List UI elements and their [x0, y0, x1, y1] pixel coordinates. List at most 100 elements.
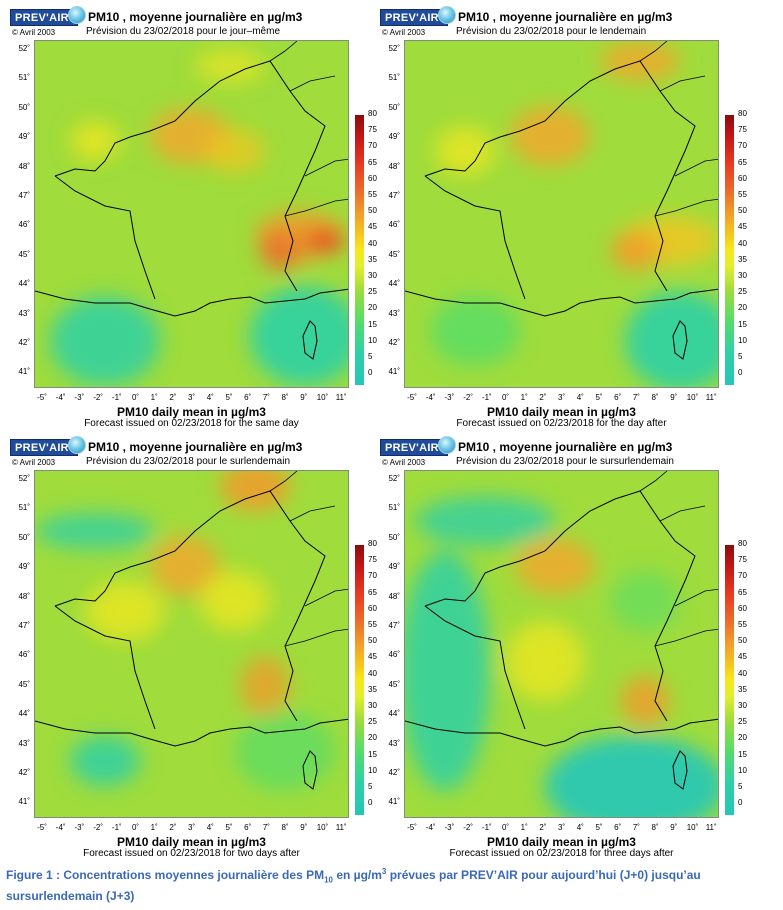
latitude-tick: 46˚: [18, 650, 30, 660]
latitude-tick: 45˚: [388, 679, 400, 689]
copyright-label: © Avril 2003: [12, 28, 56, 37]
colorbar-tick: 10: [368, 765, 377, 775]
longitude-tick: 4˚: [206, 823, 214, 832]
longitude-tick: 0˚: [501, 393, 510, 402]
prevair-logo: PREV'AIR: [380, 436, 456, 456]
prevair-logo: PREV'AIR: [10, 436, 86, 456]
colorbar-tick: 5: [738, 782, 743, 791]
latitude-tick: 52˚: [18, 44, 30, 53]
colorbar-tick: 50: [738, 636, 747, 646]
longitude-tick: 2˚: [169, 823, 177, 832]
colorbar-tick: 80: [368, 539, 377, 548]
copyright-label: © Avril 2003: [382, 458, 426, 467]
colorbar-tick: 30: [738, 271, 747, 280]
longitude-tick: 2˚: [169, 393, 177, 402]
coastline: [35, 718, 348, 747]
longitude-tick: 9˚: [670, 393, 678, 402]
latitude-tick: 50˚: [18, 102, 30, 112]
colorbar-tick: 5: [368, 352, 373, 361]
colorbar: [355, 545, 364, 815]
forecast-label: Forecast issued on 02/23/2018 for the da…: [456, 418, 667, 429]
colorbar-tick: 45: [368, 652, 377, 662]
latitude-tick: 42˚: [18, 338, 30, 347]
longitude-tick: 1˚: [520, 823, 528, 832]
figure-caption: Figure 1 : Concentrations moyennes journ…: [6, 867, 701, 904]
longitude-tick: 5˚: [225, 823, 233, 832]
longitude-tick: 9˚: [300, 823, 308, 832]
longitude-tick: 0˚: [501, 823, 510, 832]
latitude-tick: 48˚: [388, 591, 400, 601]
colorbar-tick: 35: [368, 254, 377, 264]
colorbar: [725, 545, 734, 815]
colorbar-tick: 60: [738, 173, 747, 183]
longitude-tick: -1˚: [481, 823, 492, 832]
colorbar-tick: 10: [738, 335, 747, 345]
colorbar-tick: 75: [368, 555, 377, 565]
colorbar-tick: 15: [368, 749, 377, 759]
colorbar-tick: 65: [738, 157, 747, 167]
pollution-zone: [405, 551, 490, 791]
longitude-tick: 3˚: [558, 393, 566, 402]
map-panel-three-days-after: PREV'AIR PM10 , moyenne journalière en µg…: [370, 430, 753, 860]
latitude-tick: 51˚: [18, 503, 30, 513]
map-panel-two-days-after: PREV'AIR PM10 , moyenne journalière en µg…: [0, 430, 383, 860]
pollution-zone: [610, 571, 680, 631]
pm10-map: [404, 470, 719, 818]
longitude-tick: -4˚: [55, 393, 66, 402]
coastline: [405, 288, 718, 317]
longitude-tick: -2˚: [463, 823, 473, 832]
longitude-tick: 9˚: [670, 823, 678, 832]
corsica-outline: [302, 320, 318, 360]
forecast-label: Forecast issued on 02/23/2018 for two da…: [83, 848, 300, 859]
colorbar-tick: 55: [368, 620, 377, 629]
prevair-logo: PREV'AIR: [10, 6, 86, 26]
latitude-tick: 46˚: [388, 650, 400, 660]
colorbar-tick: 50: [738, 206, 747, 216]
colorbar-tick: 30: [368, 701, 377, 710]
colorbar-tick: 80: [368, 109, 377, 118]
pollution-zone: [620, 676, 670, 726]
longitude-tick: -4˚: [55, 823, 66, 832]
colorbar-tick: 75: [738, 125, 747, 135]
pollution-zone: [150, 536, 220, 596]
longitude-tick: -5˚: [407, 823, 417, 832]
latitude-tick: 51˚: [388, 73, 400, 83]
latitude-tick: 52˚: [388, 474, 400, 483]
latitude-tick: 48˚: [388, 161, 400, 171]
copyright-label: © Avril 2003: [12, 458, 56, 467]
latitude-tick: 41˚: [388, 797, 400, 807]
colorbar-tick: 0: [738, 368, 743, 378]
pollution-zone: [70, 121, 120, 161]
longitude-tick: 1˚: [150, 823, 158, 832]
colorbar-tick: 75: [738, 555, 747, 565]
pollution-zone: [305, 231, 345, 251]
pollution-zone: [85, 581, 165, 641]
colorbar-tick: 70: [368, 571, 377, 581]
pollution-zone: [70, 736, 140, 786]
latitude-tick: 47˚: [388, 621, 400, 630]
longitude-tick: 1˚: [150, 393, 158, 402]
pollution-zone: [195, 48, 265, 84]
latitude-tick: 42˚: [388, 768, 400, 777]
longitude-tick: 9˚: [300, 393, 308, 402]
pollution-zone: [515, 538, 595, 594]
colorbar-tick: 0: [368, 368, 373, 378]
longitude-tick: 2˚: [539, 823, 547, 832]
colorbar-tick: 0: [738, 798, 743, 808]
colorbar-tick: 40: [368, 668, 377, 678]
latitude-tick: 48˚: [18, 591, 30, 601]
longitude-tick: 0˚: [131, 823, 140, 832]
colorbar-tick: 35: [368, 684, 377, 694]
pollution-zone: [510, 106, 590, 166]
latitude-tick: 52˚: [18, 474, 30, 483]
country-borders: [639, 41, 718, 217]
pollution-zone: [240, 656, 290, 716]
latitude-tick: 46˚: [18, 220, 30, 230]
france-outline: [54, 490, 326, 730]
colorbar-tick: 35: [738, 684, 747, 694]
longitude-tick: 11˚: [335, 823, 347, 832]
copyright-label: © Avril 2003: [382, 28, 426, 37]
longitude-tick: -3˚: [444, 393, 455, 402]
longitude-tick: 3˚: [188, 393, 196, 402]
pollution-zone: [260, 231, 300, 271]
